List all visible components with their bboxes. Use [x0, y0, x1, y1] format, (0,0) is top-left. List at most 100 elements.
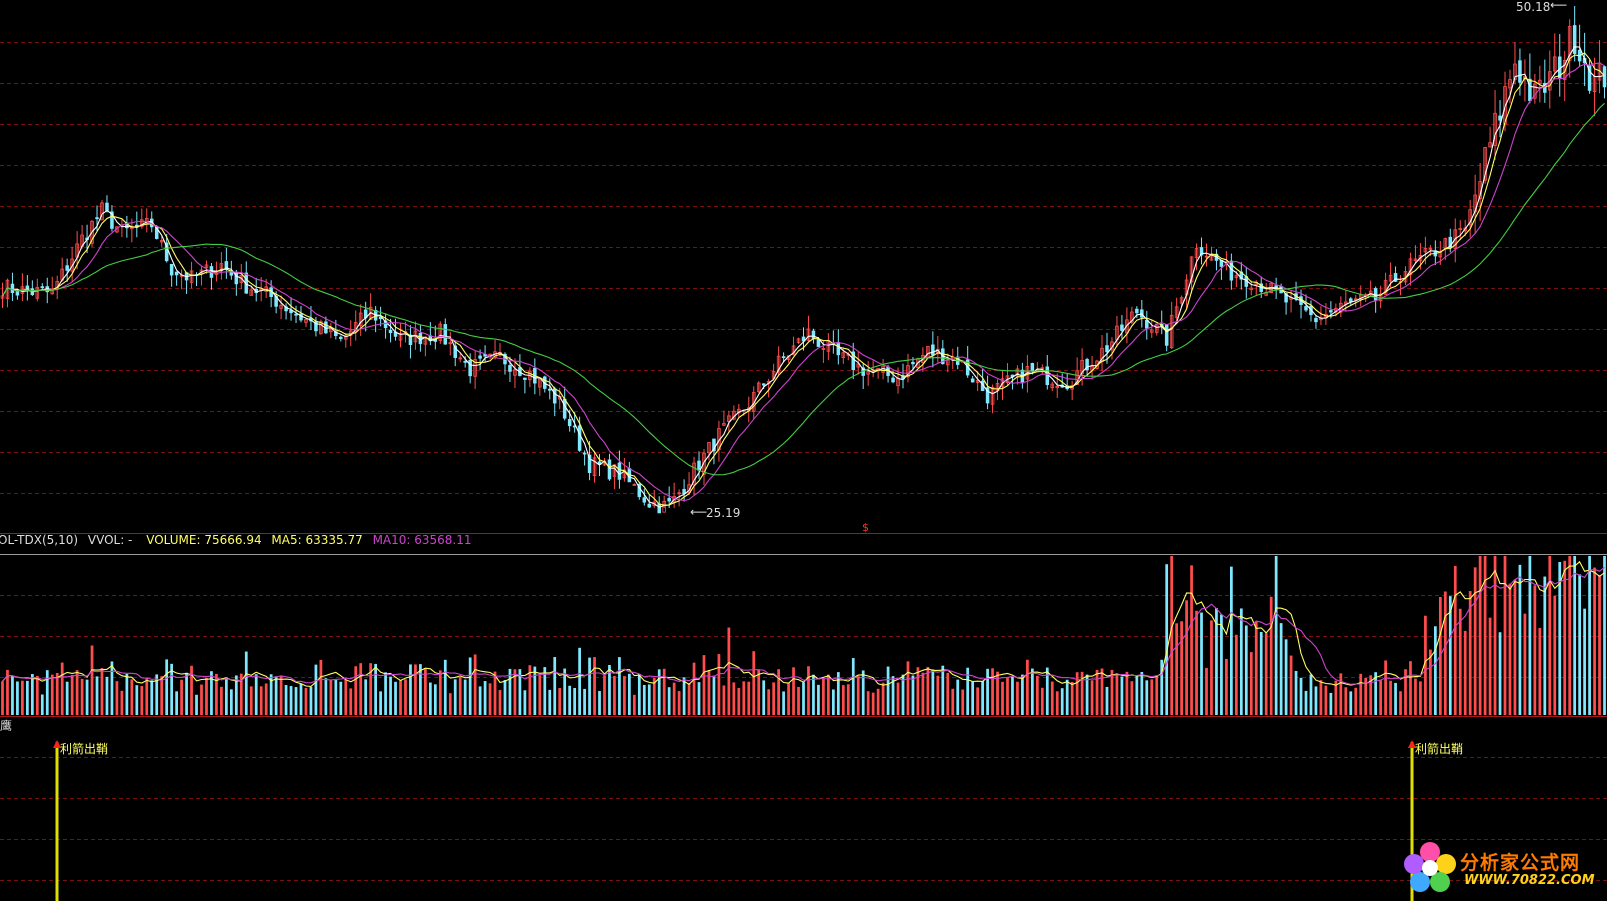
- volume-bar: [802, 682, 805, 715]
- volume-bar: [433, 684, 437, 715]
- volume-bar: [851, 658, 855, 715]
- volume-bar: [618, 657, 621, 715]
- volume-bar: [1090, 680, 1094, 715]
- candle-body: [906, 365, 910, 378]
- volume-bar: [563, 668, 567, 715]
- volume-bar: [55, 672, 59, 715]
- volume-bar: [90, 645, 94, 715]
- volume-bar: [827, 674, 830, 715]
- flower-logo-icon: [1404, 842, 1456, 892]
- volume-panel[interactable]: [1, 556, 1606, 715]
- volume-bar: [1155, 675, 1159, 715]
- candle-body: [811, 330, 816, 339]
- candle-body: [1543, 83, 1547, 93]
- volume-bar: [1379, 680, 1382, 715]
- volume-bar: [35, 675, 39, 715]
- candle-body: [1508, 79, 1512, 89]
- candle-body: [1562, 60, 1567, 80]
- volume-bar: [1374, 672, 1378, 715]
- volume-bar: [881, 682, 885, 715]
- volume-bar: [419, 664, 422, 715]
- volume-bar: [75, 670, 79, 715]
- candle-body: [781, 356, 786, 359]
- volume-bar: [1468, 591, 1472, 715]
- volume-bar: [1165, 564, 1169, 715]
- volume-bar: [762, 680, 766, 715]
- volume-bar: [1573, 556, 1577, 715]
- candle-body: [975, 379, 980, 383]
- signal-arrow-icon: [1408, 740, 1416, 748]
- volume-bar: [274, 676, 278, 715]
- volume-bar: [364, 679, 368, 715]
- volume-bar: [1045, 667, 1049, 715]
- volume-bar: [1588, 556, 1591, 715]
- volume-value: VOLUME: 75666.94: [146, 533, 262, 547]
- volume-bar: [866, 691, 870, 715]
- volume-bar: [697, 682, 701, 715]
- volume-bar: [1309, 674, 1313, 715]
- price-panel[interactable]: [0, 6, 1607, 514]
- candle-body: [1130, 311, 1134, 323]
- volume-bar: [976, 687, 980, 715]
- volume-bar: [1409, 661, 1412, 715]
- candle-body: [95, 217, 99, 220]
- volume-bar: [1598, 575, 1601, 715]
- volume-bar: [717, 654, 721, 715]
- volume-bar: [737, 687, 741, 715]
- volume-bar: [936, 675, 940, 715]
- ma-line: [2, 102, 1605, 476]
- volume-bar: [782, 691, 785, 715]
- signal-panel[interactable]: [53, 740, 1416, 901]
- volume-bar: [215, 673, 218, 715]
- candle-body: [1498, 115, 1502, 121]
- candle-body: [1329, 310, 1333, 313]
- candle-body: [70, 258, 74, 272]
- candle-body: [538, 378, 542, 388]
- volume-bar: [150, 680, 154, 715]
- candle-body: [478, 355, 482, 359]
- candle-body: [1393, 273, 1398, 282]
- volume-bar: [956, 679, 960, 715]
- candle-body: [1234, 275, 1239, 278]
- volume-bar: [1359, 673, 1363, 715]
- volume-bar: [1304, 690, 1308, 715]
- indicator-name[interactable]: VOL-TDX(5,10): [0, 533, 79, 547]
- volume-bar: [1284, 639, 1288, 715]
- candle-body: [453, 345, 458, 358]
- volume-bar: [792, 667, 795, 715]
- candle-body: [468, 359, 472, 377]
- volume-bar: [1548, 556, 1552, 715]
- candle-body: [592, 457, 597, 476]
- volume-bar: [807, 666, 810, 715]
- volume-bar: [797, 686, 800, 715]
- candle-body: [279, 304, 283, 309]
- volume-bar: [921, 672, 925, 715]
- volume-bar: [269, 674, 273, 715]
- volume-bar: [1354, 687, 1358, 715]
- price-moving-averages: [2, 46, 1605, 508]
- volume-bar: [185, 672, 188, 715]
- volume-bar: [1453, 565, 1457, 715]
- volume-bar: [1563, 560, 1567, 715]
- volume-bar: [254, 674, 258, 715]
- candle-body: [204, 264, 209, 268]
- volume-bar: [135, 685, 139, 715]
- volume-bar: [324, 678, 328, 715]
- volume-bar: [1349, 691, 1353, 715]
- candle-body: [1045, 366, 1050, 385]
- volume-bar: [374, 663, 377, 715]
- volume-gridlines: [0, 595, 1607, 678]
- candle-body: [105, 202, 109, 211]
- volume-bar: [1448, 596, 1452, 715]
- volume-bar: [901, 674, 905, 715]
- volume-bar: [1404, 669, 1407, 715]
- candle-body: [821, 348, 826, 350]
- signal-arrow-icon: [53, 740, 61, 748]
- volume-bar: [981, 680, 984, 715]
- volume-bar: [105, 676, 109, 715]
- candle-body: [796, 338, 801, 343]
- volume-bar: [523, 690, 527, 715]
- volume-bar: [1239, 608, 1243, 715]
- candle-body: [1493, 112, 1497, 147]
